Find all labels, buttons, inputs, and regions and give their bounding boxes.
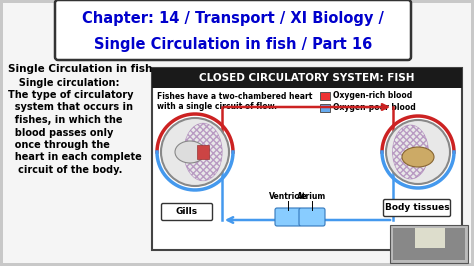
Text: Oxygen-poor blood: Oxygen-poor blood	[333, 103, 416, 113]
Text: Single Circulation in fish / Part 16: Single Circulation in fish / Part 16	[94, 36, 372, 52]
FancyBboxPatch shape	[299, 208, 325, 226]
Bar	[320, 104, 330, 112]
Text: circuit of the body.: circuit of the body.	[8, 165, 122, 175]
FancyBboxPatch shape	[275, 208, 301, 226]
Text: Gills: Gills	[176, 207, 198, 217]
Ellipse shape	[402, 147, 434, 167]
Bar	[197, 145, 209, 159]
Text: Single circulation:: Single circulation:	[12, 78, 119, 88]
Text: CLOSED CIRCULATORY SYSTEM: FISH: CLOSED CIRCULATORY SYSTEM: FISH	[199, 73, 415, 83]
Ellipse shape	[175, 141, 205, 163]
Bar	[393, 228, 465, 260]
Bar	[415, 228, 445, 248]
Text: with a single circuit of flow.: with a single circuit of flow.	[157, 102, 277, 111]
Text: once through the: once through the	[8, 140, 110, 150]
Bar	[320, 92, 330, 100]
Text: Body tissues: Body tissues	[385, 203, 449, 213]
Text: Single Circulation in fish: Single Circulation in fish	[8, 64, 152, 74]
Text: heart in each complete: heart in each complete	[8, 152, 142, 163]
Bar	[152, 68, 462, 250]
FancyBboxPatch shape	[383, 200, 450, 217]
Text: The type of circulatory: The type of circulatory	[8, 90, 134, 100]
Text: Ventricle: Ventricle	[269, 192, 307, 201]
FancyBboxPatch shape	[55, 0, 411, 60]
Text: Chapter: 14 / Transport / XI Biology /: Chapter: 14 / Transport / XI Biology /	[82, 11, 384, 27]
Text: system that occurs in: system that occurs in	[8, 102, 133, 113]
Text: Oxygen-rich blood: Oxygen-rich blood	[333, 92, 412, 101]
Text: blood passes only: blood passes only	[8, 127, 113, 138]
Bar	[390, 225, 468, 263]
FancyBboxPatch shape	[162, 203, 212, 221]
Text: Atrium: Atrium	[297, 192, 327, 201]
Ellipse shape	[386, 120, 450, 184]
Bar	[152, 68, 462, 88]
Ellipse shape	[161, 118, 229, 186]
Text: Fishes have a two-chambered heart: Fishes have a two-chambered heart	[157, 92, 312, 101]
Text: fishes, in which the: fishes, in which the	[8, 115, 122, 125]
